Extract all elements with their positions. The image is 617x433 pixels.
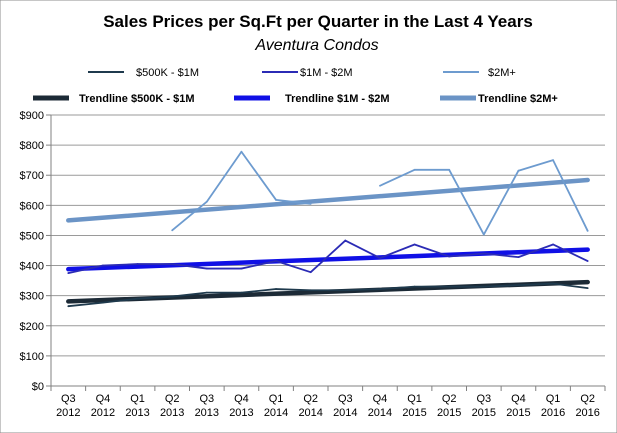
1m-2m-point-8	[344, 239, 347, 242]
x-tick-label-15: Q2 2016	[575, 393, 599, 419]
y-tick-label-200: $200	[20, 321, 44, 333]
2m-plus-point-11	[448, 168, 451, 171]
legend-label-2m-plus: $2M+	[488, 67, 516, 79]
1m-2m-point-12	[482, 252, 485, 255]
1m-2m-point-6	[275, 260, 277, 262]
x-tick-label-8: Q3 2014	[333, 393, 357, 419]
y-tick-label-0: $0	[32, 381, 44, 393]
1m-2m-point-5	[240, 267, 243, 270]
y-tick-label-900: $900	[20, 110, 44, 122]
x-tick-label-10: Q1 2015	[402, 393, 426, 419]
500k-1m-point-1	[102, 301, 104, 304]
500k-1m-point-3	[171, 295, 174, 298]
1m-2m-point-10	[413, 243, 416, 246]
1m-2m-point-3	[171, 263, 174, 265]
x-tick-label-12: Q3 2015	[472, 393, 496, 419]
legend-label-1m-2m: $1M - $2M	[300, 67, 353, 79]
500k-1m-point-11	[448, 285, 451, 288]
trendline-2m-plus-line	[66, 177, 590, 223]
500k-1m-point-15	[586, 287, 589, 290]
y-tick-label-100: $100	[20, 351, 44, 363]
2m-plus-point-4	[205, 200, 208, 203]
2m-plus-point-15	[586, 230, 589, 232]
500k-1m-point-12	[482, 285, 485, 288]
500k-1m-point-10	[413, 285, 416, 288]
y-tick-label-800: $800	[20, 140, 44, 152]
trendline-1m-2m-line	[66, 247, 590, 272]
1m-2m-line-segment-0	[68, 239, 589, 274]
500k-1m-line-segment-0	[68, 282, 588, 308]
x-tick-label-0: Q3 2012	[56, 393, 80, 419]
x-tick-label-6: Q1 2014	[264, 393, 288, 419]
x-tick-label-7: Q2 2014	[298, 393, 322, 419]
x-tick-label-13: Q4 2015	[506, 393, 530, 419]
1m-2m-point-9	[379, 257, 381, 259]
x-tick-label-2: Q1 2013	[125, 393, 149, 419]
1m-2m-point-0	[67, 272, 70, 274]
y-tick-label-500: $500	[20, 230, 44, 242]
500k-1m-point-7	[309, 289, 312, 292]
500k-1m-point-8	[344, 289, 347, 292]
y-tick-label-600: $600	[20, 200, 44, 212]
500k-1m-point-6	[275, 288, 277, 290]
1m-2m-point-7	[309, 271, 312, 274]
y-tick-label-400: $400	[20, 261, 44, 273]
1m-2m-point-4	[205, 267, 208, 270]
2m-plus-point-6	[275, 199, 277, 201]
1m-2m-point-1	[102, 264, 104, 267]
500k-1m-point-4	[205, 291, 208, 294]
chart-subtitle: Aventura Condos	[254, 37, 378, 54]
y-tick-label-300: $300	[20, 291, 44, 303]
legend-label-trend-500k-1m: Trendline $500K - $1M	[79, 93, 195, 105]
500k-1m-point-14	[552, 282, 554, 285]
series-layer	[66, 150, 590, 308]
x-axis-ticks: Q3 2012 Q4 2012 Q1 2013 Q2 2013 Q3 2013 Q4 2013 Q1 20…	[50, 386, 606, 419]
x-tick-label-5: Q4 2013	[229, 393, 253, 419]
2m-plus-point-13	[517, 169, 520, 172]
2m-plus-point-10	[413, 168, 416, 171]
2m-plus-point-14	[552, 159, 554, 162]
x-tick-label-9: Q4 2014	[368, 393, 392, 419]
500k-1m-point-2	[136, 297, 139, 300]
legend: $500K - $1M $1M - $2M $2M+ Trendline $50…	[33, 67, 558, 105]
x-tick-label-4: Q3 2013	[195, 393, 219, 419]
1m-2m-point-11	[448, 255, 451, 258]
500k-1m-point-5	[240, 291, 243, 294]
gridlines	[51, 114, 605, 357]
1m-2m-point-14	[552, 243, 554, 246]
y-tick-label-700: $700	[20, 170, 44, 182]
legend-label-trend-2m-plus: Trendline $2M+	[478, 93, 558, 105]
500k-1m-point-9	[379, 288, 381, 290]
x-tick-label-3: Q2 2013	[160, 393, 184, 419]
chart-title: Sales Prices per Sq.Ft per Quarter in th…	[103, 12, 533, 31]
1m-2m-point-13	[517, 256, 520, 259]
500k-1m-point-0	[67, 305, 70, 308]
2m-plus-point-5	[240, 150, 243, 153]
2m-plus-point-12	[482, 233, 485, 236]
500k-1m-point-13	[517, 284, 520, 287]
2m-plus-point-7	[309, 202, 312, 205]
1m-2m-point-15	[586, 260, 589, 262]
1m-2m-point-2	[136, 263, 139, 265]
2m-plus-point-3	[171, 229, 174, 232]
x-tick-label-11: Q2 2015	[437, 393, 461, 419]
y-axis-ticks: $0 $100 $200 $300 $400 $500 $600 $700 $800 $900	[20, 110, 51, 393]
x-tick-label-14: Q1 2016	[541, 393, 565, 419]
legend-label-trend-1m-2m: Trendline $1M - $2M	[285, 93, 390, 105]
legend-label-500k-1m: $500K - $1M	[136, 67, 199, 79]
2m-plus-point-9	[379, 184, 381, 187]
x-tick-label-1: Q4 2012	[91, 393, 115, 419]
